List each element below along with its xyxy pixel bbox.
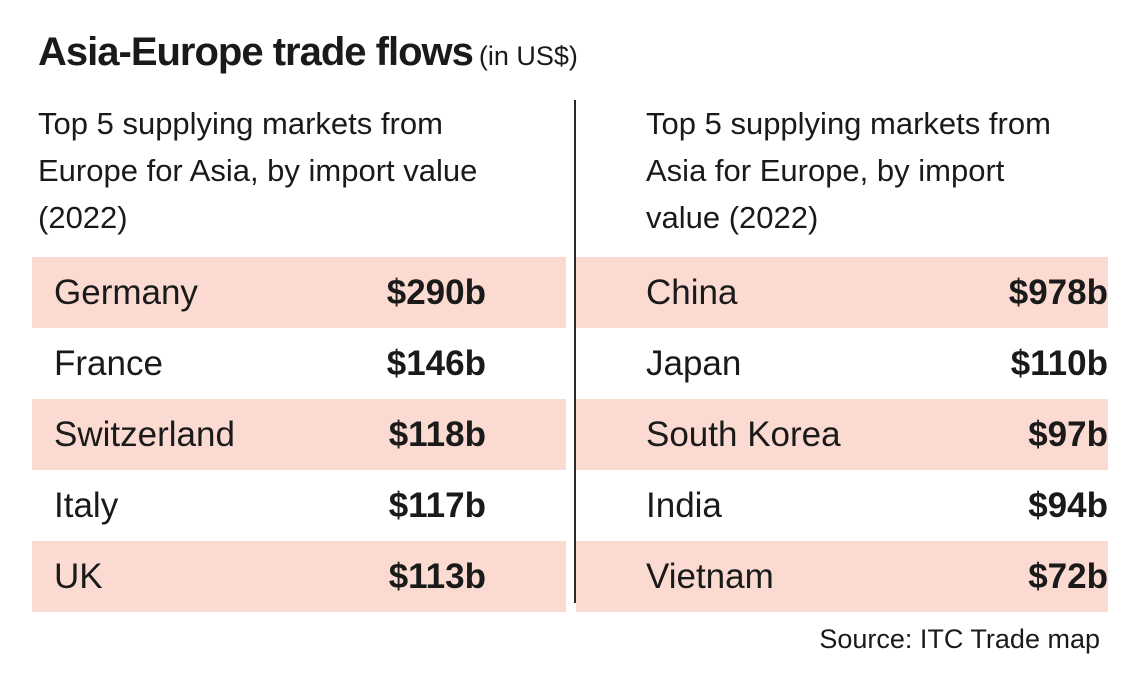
source-note: Source: ITC Trade map bbox=[819, 624, 1100, 654]
value-label: $978b bbox=[1008, 273, 1108, 312]
table-row: Japan $110b bbox=[574, 328, 1108, 399]
country-label: Germany bbox=[54, 273, 198, 312]
table-row: Italy $117b bbox=[32, 470, 566, 541]
title-main: Asia-Europe trade flows bbox=[38, 30, 474, 74]
right-table: China $978b Japan $110b South Korea $97b… bbox=[574, 257, 1108, 612]
country-label: Switzerland bbox=[54, 415, 235, 454]
table-row: Switzerland $118b bbox=[32, 399, 566, 470]
value-label: $113b bbox=[388, 557, 486, 596]
value-label: $118b bbox=[388, 415, 486, 454]
table-row: UK $113b bbox=[32, 541, 566, 612]
table-row: South Korea $97b bbox=[576, 399, 1108, 470]
left-table: Germany $290b France $146b Switzerland $… bbox=[32, 257, 566, 612]
value-label: $290b bbox=[386, 273, 486, 312]
title-unit: (in US$) bbox=[478, 41, 578, 71]
table-row: Germany $290b bbox=[32, 257, 566, 328]
country-label: Japan bbox=[646, 344, 742, 383]
value-label: $110b bbox=[1010, 344, 1108, 383]
country-label: South Korea bbox=[646, 415, 841, 454]
value-label: $146b bbox=[386, 344, 486, 383]
column-divider bbox=[574, 100, 576, 603]
chart-title: Asia-Europe trade flows (in US$) bbox=[38, 30, 578, 75]
right-table-heading: Top 5 supplying markets from Asia for Eu… bbox=[646, 106, 1051, 235]
country-label: China bbox=[646, 273, 738, 312]
value-label: $117b bbox=[388, 486, 486, 525]
value-label: $94b bbox=[1028, 486, 1108, 525]
left-table-heading: Top 5 supplying markets from Europe for … bbox=[38, 106, 478, 235]
value-label: $97b bbox=[1028, 415, 1108, 454]
country-label: Italy bbox=[54, 486, 119, 525]
table-row: China $978b bbox=[576, 257, 1108, 328]
table-row: France $146b bbox=[32, 328, 566, 399]
value-label: $72b bbox=[1028, 557, 1108, 596]
country-label: India bbox=[646, 486, 722, 525]
table-row: India $94b bbox=[574, 470, 1108, 541]
table-row: Vietnam $72b bbox=[576, 541, 1108, 612]
country-label: Vietnam bbox=[646, 557, 774, 596]
country-label: UK bbox=[54, 557, 103, 596]
country-label: France bbox=[54, 344, 163, 383]
